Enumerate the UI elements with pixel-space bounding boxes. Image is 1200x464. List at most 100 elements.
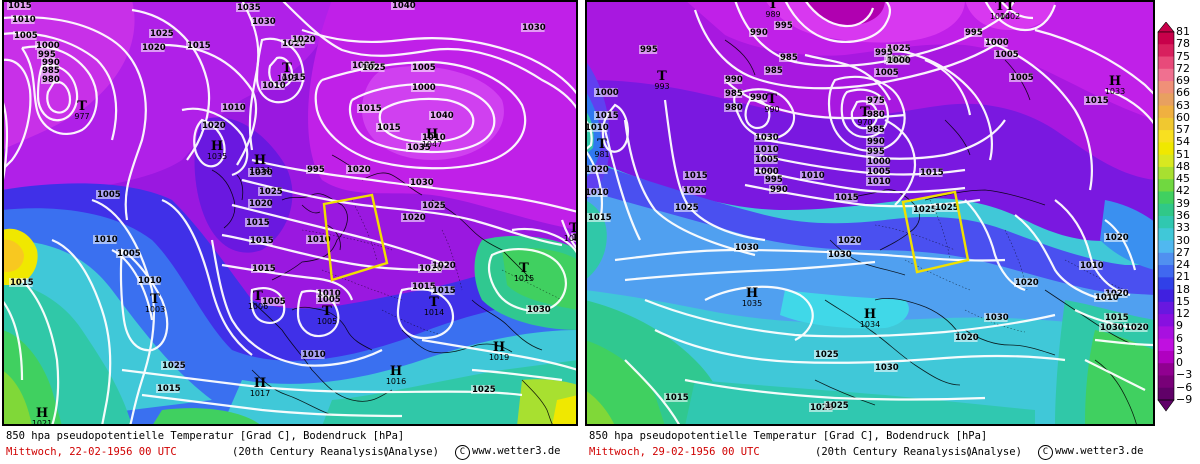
map-left-canvas[interactable]: 1015101010051000995990985980102510201035… xyxy=(2,0,578,426)
isobar-label-bg xyxy=(754,167,778,176)
isobar-label: 1030 xyxy=(249,168,273,178)
isobar-label: 980 xyxy=(725,103,743,113)
isobar-label-bg xyxy=(248,199,272,208)
isobar-label-bg xyxy=(186,41,210,50)
isobar-label-bg xyxy=(724,75,743,84)
colorbar-tick-label: 78 xyxy=(1176,37,1190,51)
low-pressure-marker: T xyxy=(860,105,870,120)
isobar-label: 1025 xyxy=(150,29,174,39)
isobar-label: 1015 xyxy=(432,286,456,296)
isobar-label-bg xyxy=(639,45,658,54)
map-right-copyright-text: www.wetter3.de xyxy=(1055,445,1144,457)
isobar-label-bg xyxy=(814,350,838,359)
low-pressure-marker: T xyxy=(767,92,777,107)
isobar-label-bg xyxy=(11,15,35,24)
isobar-label-bg xyxy=(526,305,550,314)
isobar-labels-left: 1015101010051000995990985980102510201035… xyxy=(7,1,578,395)
isobar-label-bg xyxy=(754,155,778,164)
isobar-label: 1030 xyxy=(755,133,779,143)
pressure-center-value: 1016 xyxy=(386,377,406,386)
isobar-label: 1020 xyxy=(419,264,443,274)
high-pressure-marker: H xyxy=(211,139,223,154)
isobar-label-bg xyxy=(594,88,618,97)
isobar-label: 1020 xyxy=(202,121,226,131)
isobar-label: 1005 xyxy=(412,63,436,73)
analysis-region-box xyxy=(322,193,389,282)
colorbar-swatch xyxy=(1158,44,1174,58)
high-pressure-marker: H xyxy=(493,340,505,355)
isobar-label-bg xyxy=(245,218,269,227)
isobar-label: 1015 xyxy=(1085,96,1109,106)
isobar-label: 1030 xyxy=(985,313,1009,323)
isobar-label: 1025 xyxy=(259,187,283,197)
isobar-label-bg xyxy=(682,186,706,195)
colorbar-swatch xyxy=(1158,265,1174,278)
isobar-label: 1020 xyxy=(142,43,166,53)
isobar-label-bg xyxy=(800,171,824,180)
colorbar-swatch xyxy=(1158,338,1174,352)
colorbar-tick-label: 54 xyxy=(1176,135,1190,149)
isobar-label: 1015 xyxy=(572,233,578,243)
colorbar-swatch xyxy=(1158,216,1174,229)
isobar-label: 1015 xyxy=(157,384,181,394)
map-left-analysis-label: (Analyse) xyxy=(382,446,439,458)
isobar-label: 1000 xyxy=(412,83,436,93)
isobar-label: 1000 xyxy=(887,56,911,66)
isobar-label-bg xyxy=(1014,278,1038,287)
isobar-label: 1030 xyxy=(735,243,759,253)
pressure-center-value: 1014 xyxy=(424,308,444,317)
isobar-label: 1015 xyxy=(1105,313,1129,323)
isobar-label-bg xyxy=(35,41,59,50)
colorbar-tick-label: 30 xyxy=(1176,233,1190,247)
isobar-label: 1020 xyxy=(292,35,316,45)
colorbar-swatch xyxy=(1158,130,1174,143)
map-right-canvas[interactable]: 9959909851000995990985980975980985990995… xyxy=(585,0,1155,426)
map-right-caption: 850 hpa pseudopotentielle Temperatur [Gr… xyxy=(585,426,1155,462)
pressure-center-value: 990 xyxy=(764,105,779,114)
low-pressure-marker: T xyxy=(519,261,529,276)
pressure-center-value: 1033 xyxy=(1105,87,1125,96)
isobar-label-bg xyxy=(964,28,983,37)
isobar-label-bg xyxy=(1009,73,1033,82)
low-pressure-marker: T xyxy=(150,292,160,307)
isobar-label-bg xyxy=(919,168,943,177)
colorbar-frame xyxy=(1157,31,1175,401)
isobar-label: 975 xyxy=(867,96,885,106)
high-pressure-marker: H xyxy=(1109,74,1121,89)
colorbar-tick-label: −3 xyxy=(1176,368,1193,382)
colorbar-tick-label: 18 xyxy=(1176,282,1190,296)
isobar-label-bg xyxy=(431,286,455,295)
isobar-label: 995 xyxy=(775,21,793,31)
isobar-label-bg xyxy=(866,177,890,186)
isobar-label-bg xyxy=(886,56,910,65)
low-pressure-marker: T xyxy=(597,137,607,152)
isobar-label: 1025 xyxy=(422,201,446,211)
isobar-label: 1035 xyxy=(237,3,261,13)
isobar-label: 1020 xyxy=(683,186,707,196)
low-pressure-marker: T xyxy=(322,304,332,319)
isobar-label: 1020 xyxy=(347,165,371,175)
colorbar-tick-label: 48 xyxy=(1176,159,1190,173)
isobar-label: 1005 xyxy=(97,190,121,200)
colorbar-tick-label: 15 xyxy=(1176,294,1190,308)
isobar-label: 1005 xyxy=(14,31,38,41)
isobar-label-bg xyxy=(391,1,415,10)
colorbar-tick-label: 3 xyxy=(1176,343,1183,357)
colorbar-swatch xyxy=(1158,179,1174,192)
isobar-label-bg xyxy=(421,201,445,210)
isobar-label: 1015 xyxy=(835,193,859,203)
isobar-label-bg xyxy=(316,289,340,298)
isobar-label-bg xyxy=(585,188,608,197)
colorbar-tick-label: 6 xyxy=(1176,331,1183,345)
isobar-label-bg xyxy=(251,17,275,26)
map-left-date: Mittwoch, 22-02-1956 00 UTC xyxy=(6,446,177,458)
colorbar-tick-label: 27 xyxy=(1176,245,1190,259)
isobar-label: 1000 xyxy=(867,157,891,167)
isobar-label: 990 xyxy=(770,185,788,195)
colorbar-tick-label: 45 xyxy=(1176,172,1190,186)
isobar-label: 1005 xyxy=(1010,73,1034,83)
pressure-center-value: 1034 xyxy=(860,320,880,329)
isobar-label: 1025 xyxy=(362,63,386,73)
